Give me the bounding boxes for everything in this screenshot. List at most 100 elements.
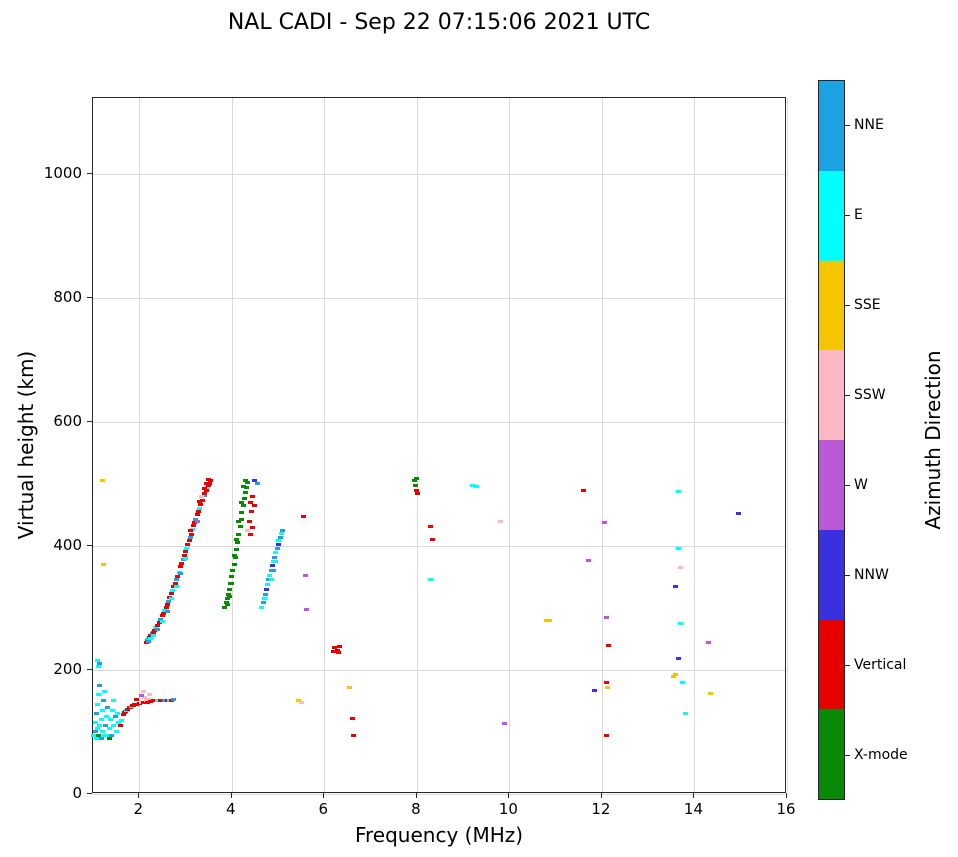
data-point [163, 605, 169, 609]
data-point [194, 513, 200, 517]
data-point [236, 519, 242, 523]
data-point [673, 672, 679, 676]
y-tick-mark [87, 296, 92, 298]
data-point [155, 628, 161, 632]
data-point [238, 500, 244, 504]
data-point [735, 512, 741, 516]
data-point [164, 603, 170, 607]
data-point [99, 730, 105, 734]
data-point [99, 479, 105, 483]
gridline-y [93, 545, 785, 547]
data-point [236, 533, 242, 537]
data-point [141, 690, 147, 694]
data-point [95, 727, 101, 731]
data-point [187, 535, 193, 539]
colorbar-tick-mark [845, 485, 850, 486]
data-point [106, 736, 112, 740]
data-point [260, 601, 266, 605]
data-point [682, 711, 688, 715]
data-point [111, 699, 117, 703]
data-point [160, 611, 166, 615]
data-point [96, 665, 102, 669]
data-point [182, 554, 188, 558]
data-point [678, 621, 684, 625]
data-point [239, 510, 245, 514]
data-point [111, 724, 117, 728]
data-point [245, 528, 251, 532]
gridline-x [694, 98, 696, 792]
data-point [95, 702, 101, 706]
data-point [413, 483, 419, 487]
y-axis-label: Virtual height (km) [14, 350, 38, 540]
data-point [97, 683, 103, 687]
data-point [606, 643, 612, 647]
data-point [604, 680, 610, 684]
y-tick-mark [87, 544, 92, 546]
data-point [245, 481, 251, 485]
data-point [104, 714, 110, 718]
data-point [331, 649, 337, 653]
data-point [183, 549, 189, 553]
data-point [229, 581, 235, 585]
data-point [91, 733, 97, 737]
colorbar-segment-nne [819, 81, 844, 171]
data-point [268, 578, 274, 582]
data-point [276, 539, 282, 543]
data-point [156, 621, 162, 625]
data-point [206, 477, 212, 481]
data-point [248, 510, 254, 514]
y-tick-label: 800 [53, 287, 82, 306]
data-point [202, 491, 208, 495]
colorbar-tick-mark [845, 575, 850, 576]
data-point [188, 532, 194, 536]
data-point [262, 592, 268, 596]
data-point [415, 491, 421, 495]
data-point [705, 640, 711, 644]
data-point [106, 727, 112, 731]
data-point [231, 553, 237, 557]
data-point [601, 520, 607, 524]
x-tick-label: 4 [226, 800, 236, 818]
data-point [155, 623, 161, 627]
data-point [97, 662, 103, 666]
data-point [158, 618, 164, 622]
data-point [240, 485, 246, 489]
data-point [303, 574, 309, 578]
data-point [150, 634, 156, 638]
data-point [243, 479, 249, 483]
data-point [96, 733, 102, 737]
data-point [92, 721, 98, 725]
data-point [675, 547, 681, 551]
data-point [473, 484, 479, 488]
data-point [673, 584, 679, 588]
x-tick-mark [786, 793, 787, 798]
colorbar [818, 80, 845, 800]
data-point [224, 597, 230, 601]
gridline-x [416, 98, 418, 792]
data-point [604, 615, 610, 619]
data-point [186, 538, 192, 542]
data-point [226, 587, 232, 591]
data-point [98, 718, 104, 722]
colorbar-tick-label: W [854, 477, 868, 493]
data-point [252, 479, 258, 483]
colorbar-tick-mark [845, 755, 850, 756]
chart-title: NAL CADI - Sep 22 07:15:06 2021 UTC [227, 10, 651, 35]
colorbar-tick-mark [845, 215, 850, 216]
gridline-x [509, 98, 511, 792]
data-point [675, 490, 681, 494]
data-point [183, 546, 189, 550]
data-point [265, 582, 271, 586]
gridline-x [231, 98, 233, 792]
data-point [170, 589, 176, 593]
data-point [103, 724, 109, 728]
colorbar-tick-label: X-mode [854, 747, 908, 763]
plot-area [91, 97, 788, 795]
data-point [119, 719, 125, 723]
data-point [153, 626, 159, 630]
data-point [148, 637, 154, 641]
data-point [708, 692, 714, 695]
data-point [585, 558, 591, 562]
data-point [224, 603, 230, 607]
